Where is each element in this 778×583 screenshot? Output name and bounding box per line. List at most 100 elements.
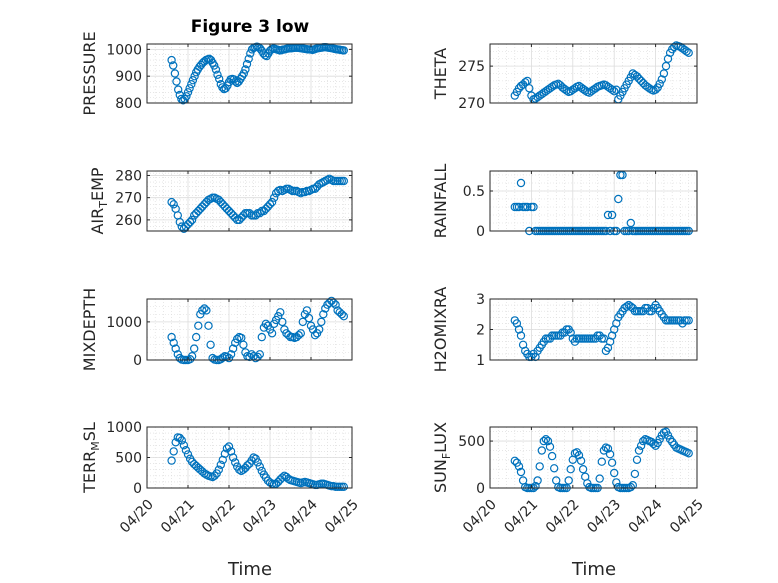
subplot-air-temp: 260 270 280 AIRTEMP — [88, 167, 353, 235]
x-axis-label-right: Time — [571, 559, 616, 580]
x-tick-label: 04/25 — [322, 497, 362, 537]
data-point — [226, 350, 236, 359]
x-tick-label: 04/23 — [240, 497, 280, 537]
y-axis-label: TERRMSL — [80, 422, 102, 494]
x-tick-label: 04/22 — [543, 497, 583, 537]
y-axis-label: MIXDEPTH — [80, 288, 99, 371]
data-point — [651, 85, 660, 94]
data-series — [167, 174, 348, 233]
axes-background — [147, 44, 352, 103]
data-point — [339, 176, 348, 186]
data-point — [657, 75, 667, 84]
y-tick-label: 900 — [115, 69, 142, 85]
data-point — [607, 458, 617, 467]
data-point — [516, 178, 526, 188]
data-point — [194, 321, 203, 330]
data-point — [655, 79, 664, 89]
data-point — [206, 340, 215, 349]
x-tick-label: 04/25 — [667, 497, 707, 537]
y-tick-label: 3 — [476, 292, 485, 308]
data-series — [510, 300, 693, 362]
data-point — [202, 306, 211, 315]
data-point — [235, 465, 244, 474]
data-point — [216, 460, 225, 469]
data-point — [209, 61, 219, 70]
data-point — [296, 329, 305, 338]
data-point — [175, 217, 184, 227]
data-point — [315, 325, 324, 334]
data-point — [543, 436, 553, 446]
data-point — [636, 76, 646, 86]
x-tick-label: 04/22 — [199, 497, 239, 537]
data-point — [607, 85, 617, 94]
data-point — [210, 471, 219, 480]
data-point — [182, 92, 191, 101]
data-point — [670, 42, 679, 52]
data-point — [514, 462, 524, 471]
data-point — [337, 310, 346, 319]
data-point — [214, 74, 224, 84]
data-point — [310, 331, 320, 340]
data-point — [649, 439, 658, 449]
data-point — [545, 442, 555, 451]
data-point — [587, 86, 596, 96]
data-point — [213, 70, 222, 80]
y-tick-label: 0 — [476, 224, 485, 240]
data-point — [196, 310, 205, 319]
data-point — [187, 215, 197, 225]
data-point — [533, 476, 542, 485]
data-point — [228, 453, 238, 462]
data-point — [232, 334, 242, 344]
data-point — [634, 446, 644, 455]
y-tick-label: 0 — [476, 481, 485, 497]
axes-frame — [146, 298, 353, 361]
data-point — [339, 482, 348, 491]
data-point — [218, 83, 227, 92]
subplot-rainfall: 0 0.5 RAINFALL — [431, 164, 698, 240]
data-point — [516, 331, 526, 340]
y-axis-label: H2OMIXRA — [431, 287, 450, 373]
data-point — [639, 436, 648, 446]
data-point — [167, 197, 176, 207]
data-point — [185, 84, 194, 93]
data-point — [622, 302, 631, 311]
data-point — [241, 65, 250, 74]
data-point — [643, 82, 652, 92]
axes-frame — [489, 43, 698, 104]
y-tick-label: 1 — [476, 353, 485, 369]
data-point — [204, 321, 213, 330]
subplot-mixdepth: 0 1000 MIXDEPTH — [80, 288, 353, 371]
data-point — [523, 202, 532, 212]
y-tick-label: 500 — [115, 451, 142, 467]
data-point — [261, 319, 271, 328]
x-tick-label: 04/24 — [626, 497, 666, 537]
data-point — [525, 84, 534, 93]
data-series — [167, 296, 348, 365]
data-point — [267, 329, 277, 338]
data-point — [331, 300, 340, 309]
data-point — [200, 304, 209, 313]
data-point — [302, 306, 312, 315]
data-point — [634, 74, 644, 83]
data-point — [211, 65, 221, 74]
y-tick-label: 270 — [115, 191, 142, 207]
data-point — [537, 446, 547, 455]
data-point — [167, 332, 176, 342]
data-point — [214, 465, 223, 474]
data-point — [173, 85, 183, 94]
axes-frame — [489, 426, 698, 489]
data-point — [626, 302, 636, 311]
data-point — [595, 474, 604, 483]
data-point — [265, 200, 275, 209]
data-point — [183, 88, 193, 97]
data-point — [614, 194, 623, 204]
data-point — [659, 69, 669, 78]
data-point — [581, 86, 590, 95]
axes-frame — [146, 43, 353, 104]
data-point — [239, 69, 248, 78]
y-tick-label: 2 — [476, 323, 485, 339]
data-point — [533, 92, 542, 102]
subplot-sun-flux: 0 500 04/20 04/21 04/22 04/23 04/24 04/25 SUNFLU… — [431, 422, 707, 536]
x-tick-label: 04/21 — [158, 497, 198, 537]
